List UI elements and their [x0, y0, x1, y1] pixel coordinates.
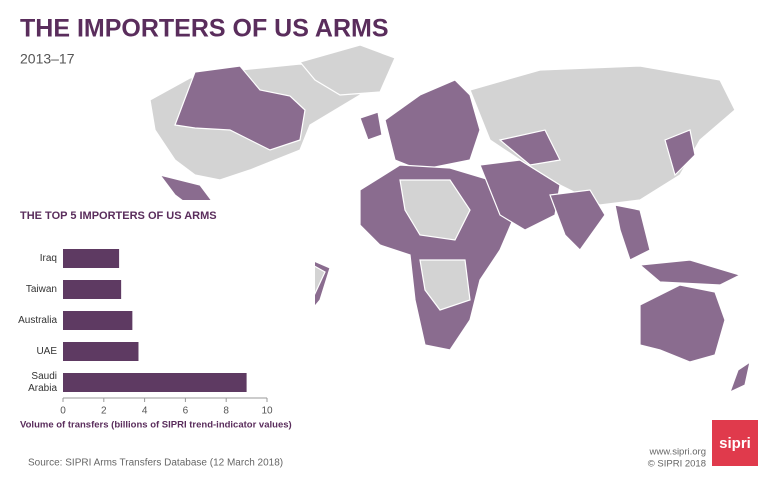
- subtitle: 2013–17: [20, 51, 75, 67]
- bar: [63, 249, 120, 268]
- x-tick-label: 8: [223, 406, 229, 417]
- bar: [63, 280, 122, 299]
- x-tick-label: 10: [261, 406, 273, 417]
- category-label: Taiwan: [25, 283, 57, 295]
- category-label: Australia: [18, 314, 57, 326]
- category-label: UAE: [36, 345, 57, 357]
- title: THE IMPORTERS OF US ARMS: [20, 15, 389, 43]
- x-tick-label: 0: [60, 406, 66, 417]
- website: www.sipri.org: [649, 447, 707, 458]
- copyright: © SIPRI 2018: [648, 459, 706, 470]
- chart-title: THE TOP 5 IMPORTERS OF US ARMS: [20, 210, 217, 222]
- source: Source: SIPRI Arms Transfers Database (1…: [28, 458, 283, 469]
- category-label: Iraq: [39, 252, 57, 264]
- logo-box: [712, 420, 758, 466]
- bar: [63, 311, 133, 330]
- chart-panel: [15, 200, 315, 435]
- x-tick-label: 4: [142, 406, 148, 417]
- x-axis-label: Volume of transfers (billions of SIPRI t…: [20, 420, 292, 431]
- bar: [63, 342, 139, 361]
- logo: sipri: [719, 435, 751, 452]
- x-tick-label: 6: [183, 406, 189, 417]
- x-tick-label: 2: [101, 406, 107, 417]
- category-label: Saudi Arabia: [28, 370, 57, 394]
- bar: [63, 373, 247, 392]
